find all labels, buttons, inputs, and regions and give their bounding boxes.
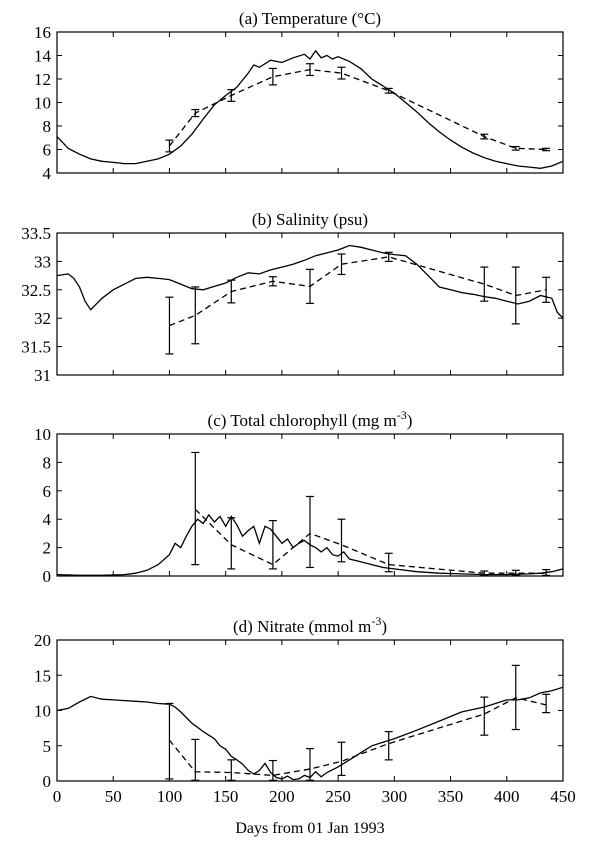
title-superscript: -3	[371, 614, 381, 628]
y-tick-label: 20	[34, 631, 51, 650]
title-end: )	[381, 617, 387, 636]
error-bar	[337, 253, 346, 276]
error-bar	[227, 88, 236, 102]
plot-frame	[56, 639, 564, 782]
plot-frame	[56, 433, 564, 577]
model-line	[168, 697, 547, 777]
y-tick-label: 0	[43, 567, 52, 586]
error-bar	[268, 759, 277, 781]
plot-frame	[56, 232, 564, 376]
x-tick-label: 50	[105, 787, 122, 806]
y-tick-label: 2	[43, 539, 52, 558]
error-bar	[165, 702, 174, 780]
model-line	[169, 256, 547, 327]
error-bar	[191, 738, 200, 781]
y-tick-label: 15	[34, 666, 51, 685]
model-line	[168, 68, 547, 151]
y-tick-label: 5	[43, 737, 52, 756]
error-bar	[480, 266, 489, 302]
y-tick-label: 31.5	[21, 338, 51, 357]
x-tick-label: 400	[494, 787, 520, 806]
error-bar	[542, 693, 551, 714]
y-tick-label: 10	[34, 94, 51, 113]
x-tick-label: 450	[550, 787, 576, 806]
panel-temperature: (a) Temperature (°C) 4 6 8 10 12 14 16	[34, 9, 564, 183]
error-bar	[191, 286, 200, 345]
error-bar	[480, 570, 489, 576]
panel-title: (c) Total chlorophyll (mg m-3)	[208, 408, 413, 430]
y-tick-label: 6	[43, 482, 52, 501]
observed-line	[57, 686, 563, 781]
error-bar	[227, 517, 236, 570]
y-tick-label: 4	[43, 164, 52, 183]
error-bar	[337, 66, 346, 80]
error-bar	[165, 139, 174, 153]
title-superscript: -3	[397, 408, 407, 422]
y-tick-label: 33	[34, 252, 51, 271]
x-tick-label: 100	[157, 787, 183, 806]
y-tick-label: 8	[43, 117, 52, 136]
error-bar	[511, 569, 520, 576]
y-tick-label: 12	[34, 70, 51, 89]
x-tick-label: 250	[325, 787, 351, 806]
y-tick-label: 14	[34, 47, 52, 66]
y-tick-label: 33.5	[21, 224, 51, 243]
error-bar	[511, 664, 520, 731]
plot-frame	[56, 31, 564, 174]
error-bar	[542, 569, 551, 576]
x-tick-label: 150	[213, 787, 239, 806]
observed-line	[57, 513, 563, 576]
error-bar	[306, 495, 314, 569]
panel-title: (a) Temperature (°C)	[239, 9, 381, 28]
x-tick-label: 200	[269, 787, 295, 806]
x-axis-label: Days from 01 Jan 1993	[235, 820, 384, 837]
error-bar	[337, 741, 346, 776]
y-tick-label: 8	[43, 453, 52, 472]
model-line	[194, 508, 547, 574]
observed-line	[57, 49, 563, 169]
error-bar	[227, 759, 236, 781]
x-tick-label: 350	[438, 787, 464, 806]
error-bar	[480, 133, 489, 140]
y-tick-label: 4	[43, 510, 52, 529]
title-end: )	[407, 411, 413, 430]
error-bar	[268, 67, 277, 86]
y-tick-label: 31	[34, 366, 51, 385]
error-bar	[384, 87, 393, 94]
y-tick-label: 32.5	[21, 281, 51, 300]
y-tick-label: 10	[34, 425, 51, 444]
error-bar	[306, 63, 314, 77]
error-bar	[268, 520, 277, 570]
panel-title: (d) Nitrate (mmol m-3)	[233, 614, 387, 636]
y-tick-label: 16	[34, 23, 51, 42]
error-bar	[480, 696, 489, 736]
error-bar	[384, 251, 393, 262]
y-tick-label: 10	[34, 702, 51, 721]
error-bar	[511, 145, 520, 151]
y-tick-label: 32	[34, 309, 51, 328]
error-bar	[337, 518, 346, 563]
error-bar	[306, 747, 314, 781]
x-tick-label: 0	[53, 787, 62, 806]
error-bar	[227, 279, 236, 304]
error-bar	[191, 451, 200, 566]
panel-title: (b) Salinity (psu)	[252, 210, 368, 229]
y-tick-label: 6	[43, 141, 52, 160]
error-bar	[165, 296, 174, 355]
error-bar	[542, 276, 551, 303]
panel-chlorophyll: (c) Total chlorophyll (mg m-3) 0 2 4 6 8 10	[34, 408, 564, 586]
error-bar	[306, 268, 314, 305]
y-tick-label: 0	[43, 772, 52, 791]
error-bar	[384, 731, 393, 761]
error-bar	[268, 276, 277, 287]
error-bar	[191, 108, 200, 118]
error-bar	[511, 266, 520, 325]
error-bar	[542, 147, 551, 152]
x-tick-label: 300	[382, 787, 408, 806]
panel-salinity: (b) Salinity (psu) 31 31.5 32 32.5 33 33.5	[21, 210, 564, 385]
error-bar	[384, 552, 393, 573]
